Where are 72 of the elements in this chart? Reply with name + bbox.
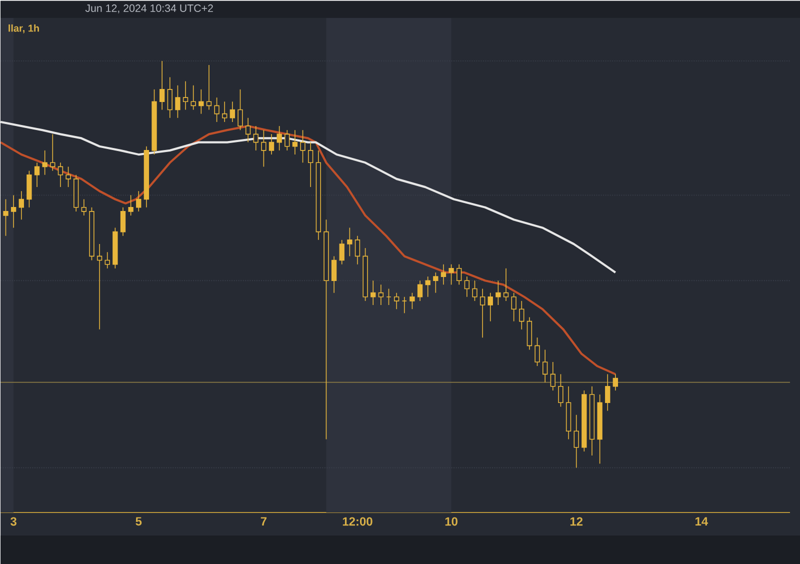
candlestick <box>268 134 274 155</box>
candlestick <box>331 256 337 293</box>
candlestick <box>58 162 64 188</box>
candlestick <box>81 198 87 216</box>
candlestick <box>222 101 228 122</box>
candlestick <box>300 129 306 163</box>
candlestick <box>292 129 298 155</box>
x-tick-label: 14 <box>696 516 708 526</box>
x-tick-label: 12:00 <box>342 516 372 526</box>
candlestick <box>238 88 243 130</box>
candlestick <box>159 60 165 110</box>
candlestick <box>440 264 446 285</box>
candlestick <box>104 252 110 269</box>
candlestick <box>206 64 212 110</box>
candlestick <box>542 349 548 382</box>
candlestick <box>182 80 188 110</box>
candlestick <box>136 190 142 212</box>
candlestick <box>464 276 470 298</box>
candlestick <box>354 235 360 265</box>
candlestick <box>433 272 438 293</box>
candlestick <box>3 198 8 236</box>
x-tick-label: 10 <box>445 516 458 526</box>
candlestick <box>198 88 204 114</box>
candlestick <box>66 166 71 188</box>
candlestick <box>42 150 48 176</box>
candlestick <box>394 292 400 310</box>
candlestick <box>308 142 314 188</box>
candlestick <box>425 276 430 298</box>
candlestick <box>503 268 509 302</box>
candlestick <box>534 336 540 366</box>
candlestick <box>230 101 236 122</box>
candlestick <box>370 280 376 306</box>
candlestick <box>496 280 501 306</box>
x-tick-label: 7 <box>260 516 267 526</box>
candlestick <box>214 96 220 122</box>
candlestick <box>550 361 556 391</box>
candlestick <box>612 374 618 391</box>
text: Jun 12, 2024 10:34 UTC+2 <box>85 4 213 14</box>
candlestick <box>339 239 344 265</box>
candlestick <box>261 129 266 167</box>
candlestick <box>128 194 134 216</box>
candlestick <box>511 292 516 322</box>
x-tick-label: 12 <box>570 516 583 526</box>
candlestick <box>167 76 172 118</box>
x-tick-label: 5 <box>136 516 142 526</box>
candlestick <box>120 206 126 236</box>
candlestick <box>276 125 282 151</box>
candlestick <box>456 264 462 285</box>
candlestick <box>448 264 454 285</box>
candlestick <box>284 129 290 151</box>
candlestick <box>10 194 16 228</box>
candlestick <box>245 117 251 142</box>
candlestick <box>175 84 180 118</box>
candlestick <box>574 414 579 468</box>
candlestick <box>519 300 524 330</box>
x-tick-label: 3 <box>10 516 16 526</box>
candlestick <box>417 280 423 302</box>
candlestick <box>472 280 478 302</box>
candlestick <box>18 190 24 220</box>
candlestick <box>605 374 610 411</box>
candlestick <box>96 243 102 330</box>
candlestick <box>480 288 486 338</box>
candlestick <box>190 84 196 110</box>
candlestick <box>50 134 56 171</box>
candlestick <box>378 284 384 306</box>
candlestick <box>558 374 564 407</box>
text: llar, 1h <box>8 24 39 33</box>
candlestick <box>34 162 40 188</box>
candlestick <box>347 227 352 256</box>
candlestick <box>253 125 258 151</box>
candlestick <box>488 292 493 322</box>
candlestick <box>410 292 415 310</box>
